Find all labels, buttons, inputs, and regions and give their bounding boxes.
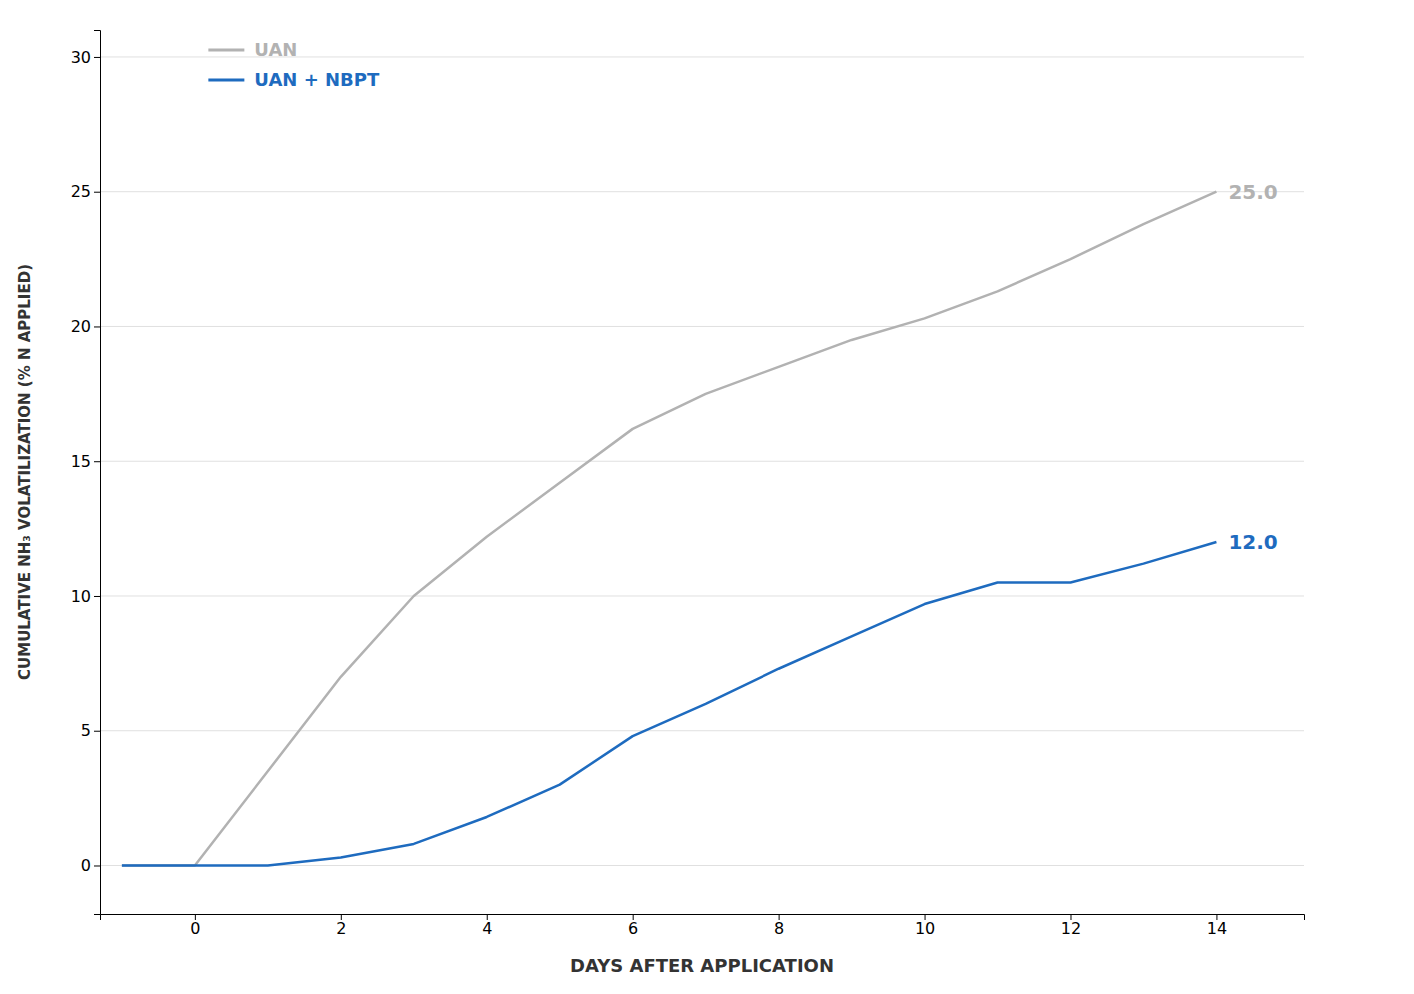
- tick: 12: [1061, 914, 1081, 938]
- tick-label: 14: [1207, 919, 1227, 938]
- tick: 6: [628, 914, 638, 938]
- tick-label: 10: [915, 919, 935, 938]
- tick-mark: [94, 326, 100, 327]
- y-axis-title: CUMULATIVE NH₃ VOLATILIZATION (% N APPLI…: [16, 264, 34, 680]
- tick-label: 25: [71, 182, 91, 201]
- plot: 0 2 4 6 8 10 12 14 0 5 10 15 20 25 30 25.0 12.0 UAN UAN + …: [71, 31, 1305, 939]
- grid-line: [100, 191, 1304, 192]
- tick-label: 8: [774, 919, 784, 938]
- tick-label: 2: [336, 919, 346, 938]
- legend-swatch: [208, 79, 244, 82]
- tick: 14: [1207, 914, 1227, 938]
- chart: 0 2 4 6 8 10 12 14 0 5 10 15 20 25 30 25.0 12.0 UAN UAN + …: [0, 0, 1414, 994]
- tick: 8: [774, 914, 784, 938]
- legend-swatch: [208, 49, 244, 52]
- tick-mark: [94, 57, 100, 58]
- line: [122, 192, 1217, 866]
- tick-mark: [94, 596, 100, 597]
- y-axis: 0 5 10 15 20 25 30: [71, 31, 101, 915]
- tick-label: 15: [71, 452, 91, 471]
- tick-mark: [94, 731, 100, 732]
- tick: 15: [71, 452, 100, 471]
- legend-label: UAN + NBPT: [254, 69, 380, 90]
- legend-label: UAN: [254, 39, 297, 60]
- tick: 10: [915, 914, 935, 938]
- tick-label: 6: [628, 919, 638, 938]
- tick-label: 4: [482, 919, 492, 938]
- grid-line: [100, 326, 1304, 327]
- annotations: 25.0 12.0: [1228, 180, 1277, 554]
- tick: 0: [81, 856, 100, 875]
- x-axis: 0 2 4 6 8 10 12 14: [101, 914, 1305, 938]
- tick: 5: [81, 721, 100, 740]
- tick-label: 5: [81, 721, 91, 740]
- tick: 2: [336, 914, 346, 938]
- lines: [122, 192, 1217, 866]
- tick-label: 0: [81, 856, 91, 875]
- tick: 25: [71, 182, 100, 201]
- end-label: 12.0: [1228, 530, 1277, 554]
- tick-mark: [94, 192, 100, 193]
- axis-line: [101, 915, 1305, 921]
- axis-line: [94, 31, 101, 915]
- grid-line: [100, 595, 1304, 596]
- grid: [100, 57, 1304, 866]
- tick: 0: [190, 914, 200, 938]
- tick-label: 0: [190, 919, 200, 938]
- tick-mark: [94, 461, 100, 462]
- x-axis-title: DAYS AFTER APPLICATION: [570, 955, 834, 976]
- end-label: 25.0: [1228, 180, 1277, 204]
- legend-item: UAN: [208, 39, 297, 60]
- tick: 10: [71, 587, 100, 606]
- tick: 4: [482, 914, 492, 938]
- tick-label: 20: [71, 317, 91, 336]
- tick: 20: [71, 317, 100, 336]
- tick-label: 30: [71, 48, 91, 67]
- line: [122, 542, 1217, 865]
- grid-line: [100, 730, 1304, 731]
- legend-item: UAN + NBPT: [208, 69, 380, 90]
- tick-label: 10: [71, 587, 91, 606]
- tick-mark: [94, 865, 100, 866]
- tick-label: 12: [1061, 919, 1081, 938]
- legend: UAN UAN + NBPT: [208, 39, 380, 90]
- grid-line: [100, 461, 1304, 462]
- tick: 30: [71, 48, 100, 67]
